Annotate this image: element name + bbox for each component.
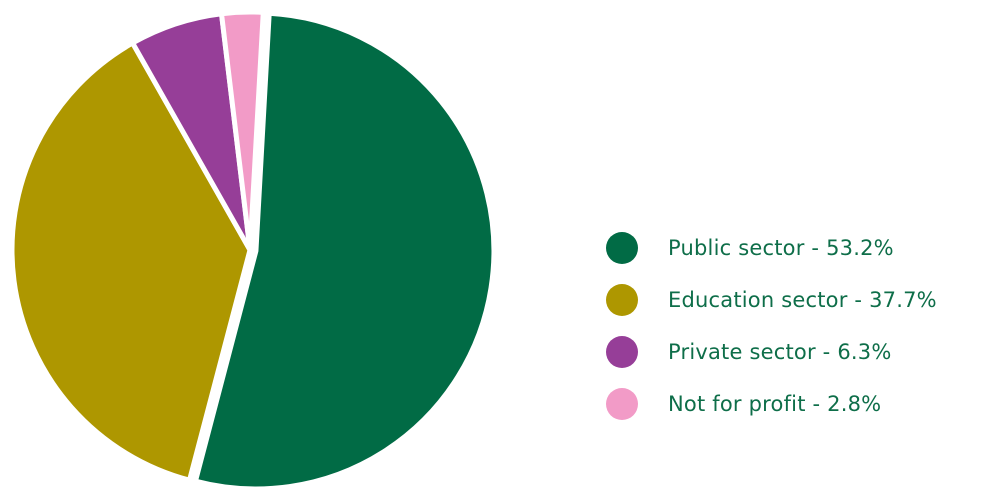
legend-swatch-public-sector (606, 231, 638, 264)
legend-label-education-sector: Education sector - 37.7% (668, 287, 937, 312)
pie-slice-public-sector (192, 10, 497, 488)
legend-item-private-sector: Private sector - 6.3% (606, 330, 937, 373)
chart-legend: Public sector - 53.2% Education sector -… (606, 226, 937, 434)
legend-swatch-not-for-profit (606, 387, 638, 420)
legend-label-not-for-profit: Not for profit - 2.8% (668, 391, 882, 416)
legend-label-private-sector: Private sector - 6.3% (668, 339, 892, 364)
legend-item-public-sector: Public sector - 53.2% (606, 226, 937, 269)
legend-swatch-education-sector (606, 283, 638, 316)
legend-item-not-for-profit: Not for profit - 2.8% (606, 382, 937, 425)
legend-swatch-private-sector (606, 335, 638, 368)
legend-label-public-sector: Public sector - 53.2% (668, 235, 894, 260)
pie-slice-education-sector (9, 40, 253, 483)
legend-item-education-sector: Education sector - 37.7% (606, 278, 937, 321)
pie-slice-not-for-profit (218, 9, 266, 253)
